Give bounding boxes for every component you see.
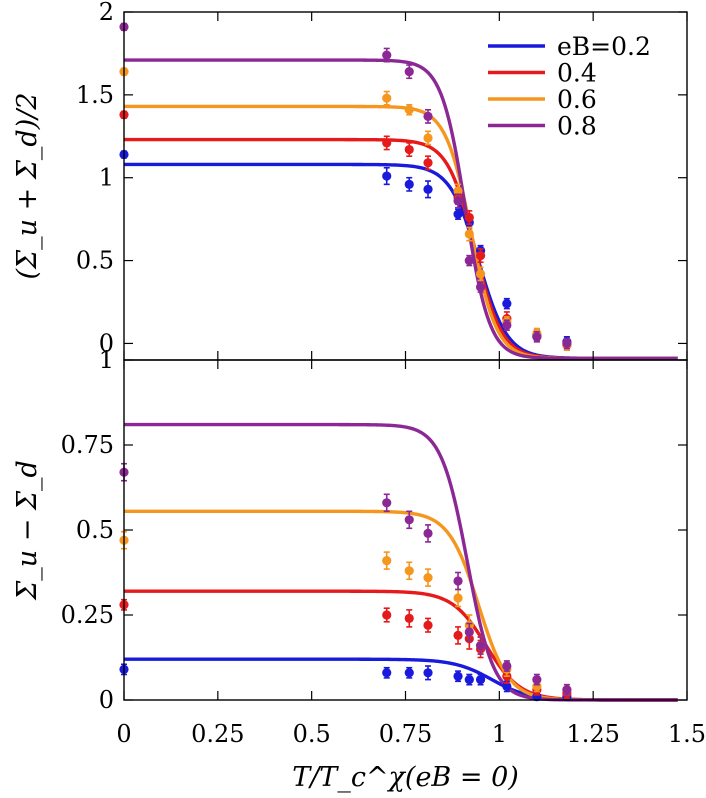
data-point-panel2-0-4-4: [453, 630, 463, 641]
ytick-label-panel2-0-5: 0.5: [76, 516, 114, 544]
curves-layer: [124, 58, 678, 702]
data-point-panel2-0-6-4: [453, 593, 463, 603]
data-point-panel1-0-8-9: [562, 338, 572, 349]
data-point-panel2-0-4-3: [423, 620, 433, 630]
data-point-panel1-0-4-3: [423, 158, 433, 168]
data-point-panel1-0-8-2: [404, 67, 414, 77]
data-point-panel2-eb-0-2-4: [453, 671, 463, 681]
data-point-panel1-0-4-1: [382, 138, 392, 148]
data-point-panel1-0-6-2: [404, 105, 414, 115]
curve-panel1-0-8: [124, 58, 678, 361]
data-point-panel2-0-4-1: [382, 610, 392, 620]
data-point-panel1-eb-0-2-7: [502, 299, 512, 309]
data-point-panel1-eb-0-2-1: [382, 171, 392, 181]
data-point-panel2-0-4-2: [404, 613, 414, 624]
data-point-panel2-0-6-3: [423, 573, 433, 583]
data-point-panel1-0-8-1: [382, 50, 392, 60]
data-point-panel1-0-6-4: [453, 186, 463, 196]
xtick-label-0: 0: [116, 720, 131, 748]
data-point-panel1-0-6-6: [475, 269, 486, 279]
curve-panel1-0-6: [124, 104, 678, 361]
data-point-panel2-0-8-7: [502, 661, 512, 671]
data-point-panel2-eb-0-2-2: [404, 668, 414, 678]
ytick-label-panel2-0-75: 0.75: [61, 431, 114, 459]
curve-panel2-0-6: [124, 509, 678, 702]
xtick-label-0-75: 0.75: [379, 720, 432, 748]
text-layer: 0 0.5 1 1.5 2 (Σ_u + Σ_d)/2 0 0.25 0.5 0.75 1 Σ_u −…: [12, 0, 706, 793]
frame-layer: [123, 11, 688, 701]
legend-label-eb-0-2: eB=0.2: [557, 32, 651, 61]
data-point-panel1-0-6-5: [464, 229, 474, 239]
data-point-panel2-0-8-4: [453, 576, 463, 586]
ytick-label-panel1-0: 0: [99, 329, 114, 357]
xtick-label-1-5: 1.5: [668, 720, 706, 748]
data-point-panel1-0-8-7: [502, 320, 512, 330]
ytick-label-panel1-2: 2: [99, 0, 114, 26]
xtick-label-0-5: 0.5: [293, 720, 331, 748]
ytick-label-panel1-1: 1: [99, 164, 114, 192]
data-point-panel1-0-4-6: [475, 251, 486, 261]
xtick-label-1-25: 1.25: [566, 720, 619, 748]
ytick-label-panel1-1-5: 1.5: [76, 81, 114, 109]
data-point-panel2-0-6-2: [404, 566, 414, 576]
data-point-panel1-eb-0-2-4: [453, 209, 463, 219]
curve-panel2-0-4: [124, 589, 678, 702]
xtick-label-0-25: 0.25: [191, 720, 244, 748]
data-point-panel2-0-8-8: [532, 675, 542, 685]
ytick-label-panel2-0-25: 0.25: [61, 601, 114, 629]
data-point-panel2-eb-0-2-7: [502, 681, 512, 692]
data-point-panel2-0-8-1: [382, 498, 392, 508]
data-point-panel2-0-8-9: [562, 685, 572, 695]
data-point-panel1-0-8-5: [464, 255, 474, 266]
data-point-panel1-0-4-5: [464, 212, 474, 223]
x-axis-title: T/T_c^χ(eB = 0): [292, 762, 519, 793]
data-point-panel2-0-8-3: [423, 528, 433, 539]
legend-label-0-4: 0.4: [557, 59, 597, 88]
data-point-panel2-eb-0-2-6: [475, 675, 486, 685]
points-layer: [119, 22, 572, 702]
curve-panel2-eb-0-2: [124, 657, 678, 702]
data-point-panel1-0-8-8: [532, 332, 542, 342]
plot-frame-panel2: [123, 359, 688, 701]
data-point-panel2-0-8-6: [475, 641, 486, 651]
data-point-panel2-eb-0-2-3: [423, 668, 433, 678]
data-point-panel1-0-8-6: [475, 282, 486, 292]
y-axis-title-panel1: (Σ_u + Σ_d)/2: [12, 93, 43, 280]
ytick-label-panel2-0: 0: [99, 686, 114, 714]
data-point-panel1-0-8-4: [453, 196, 463, 206]
data-point-panel2-0-8-5: [464, 627, 474, 637]
data-point-panel1-0-6-1: [382, 93, 392, 103]
data-point-panel2-eb-0-2-1: [382, 668, 392, 678]
xtick-label-1: 1: [492, 720, 507, 748]
data-point-panel2-0-8-2: [404, 515, 414, 525]
data-point-panel1-eb-0-2-2: [404, 179, 414, 189]
data-point-panel2-eb-0-2-5: [464, 675, 474, 685]
legend-label-0-6: 0.6: [557, 85, 597, 114]
data-point-panel1-0-6-3: [423, 133, 433, 143]
data-point-panel1-0-8-3: [423, 111, 433, 121]
curve-panel1-eb-0-2: [124, 162, 678, 361]
ytick-label-panel2-1: 1: [99, 346, 114, 374]
ytick-label-panel1-0-5: 0.5: [76, 247, 114, 275]
data-point-panel2-0-6-1: [382, 556, 392, 566]
data-point-panel1-0-4-2: [404, 144, 414, 155]
legend-label-0-8: 0.8: [557, 112, 597, 141]
y-axis-title-panel2: Σ_u − Σ_d: [12, 460, 43, 601]
curve-panel1-0-4: [124, 137, 678, 361]
data-point-panel1-eb-0-2-3: [423, 184, 433, 194]
